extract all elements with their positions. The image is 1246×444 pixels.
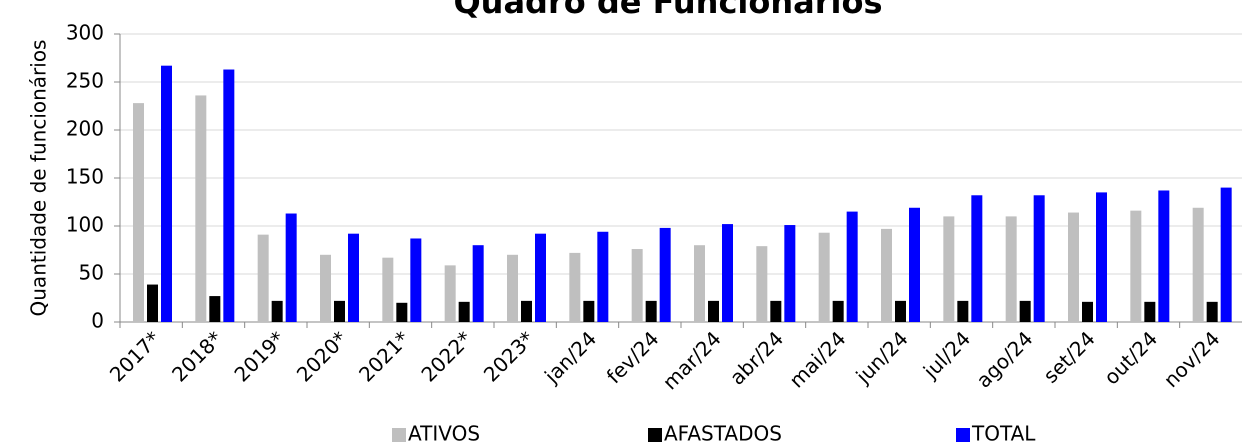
y-tick-label: 250 (66, 69, 104, 93)
bar (348, 233, 359, 322)
legend-swatch (392, 428, 406, 442)
bar (708, 300, 719, 322)
x-tick-label: 2017* (105, 326, 165, 386)
bar (1220, 187, 1232, 322)
bar (223, 69, 235, 323)
x-tick-label: 2021* (354, 326, 414, 386)
bar (971, 195, 983, 322)
bar (957, 300, 969, 322)
bar (756, 246, 768, 322)
bar (1019, 300, 1031, 322)
bar (583, 300, 595, 322)
bar (909, 207, 920, 322)
bar (147, 284, 158, 322)
bar (1192, 207, 1204, 322)
chart-title: Quadro de Funcionários (453, 0, 882, 21)
bar (161, 65, 172, 323)
bar (1033, 195, 1045, 322)
bar (133, 103, 144, 323)
bar (507, 254, 518, 322)
x-tick-label: jul/24 (918, 326, 975, 383)
y-tick-label: 50 (79, 261, 104, 285)
bar (846, 211, 858, 322)
bar (472, 245, 484, 322)
bar (722, 224, 733, 322)
bar (257, 234, 269, 322)
bar (521, 300, 532, 322)
y-axis-label: Quantidade de funcionários (27, 40, 51, 317)
legend-label: TOTAL (971, 422, 1036, 444)
x-tick-label: mai/24 (784, 326, 850, 392)
bar (818, 232, 830, 322)
x-tick-label: fev/24 (602, 326, 664, 388)
bar (444, 265, 456, 322)
legend-swatch (648, 428, 662, 442)
bar (1005, 216, 1017, 322)
x-tick-label: set/24 (1038, 326, 1099, 387)
bar (694, 245, 705, 322)
bar (320, 254, 331, 322)
bar (943, 216, 955, 322)
bar (271, 300, 283, 322)
x-tick-label: abr/24 (725, 326, 788, 389)
bar (881, 228, 892, 322)
bar (770, 300, 782, 322)
legend-swatch (956, 428, 970, 442)
bar (1144, 301, 1156, 322)
bar (1082, 301, 1093, 322)
bar (597, 231, 609, 322)
bar (784, 225, 796, 322)
bar (659, 227, 671, 322)
x-tick-label: 2019* (229, 326, 289, 386)
y-tick-label: 100 (66, 213, 104, 237)
bar (410, 238, 422, 322)
bar (895, 300, 906, 322)
legend-label: AFASTADOS (664, 422, 782, 444)
x-tick-label: nov/24 (1159, 326, 1225, 392)
bar (195, 95, 207, 322)
bar (209, 296, 221, 322)
bar (334, 300, 345, 322)
y-tick-label: 150 (66, 165, 104, 189)
x-tick-label: ago/24 (971, 326, 1037, 392)
bar (396, 302, 408, 322)
x-tick-label: jan/24 (539, 326, 601, 388)
bar (1096, 192, 1107, 322)
x-tick-label: 2018* (167, 326, 227, 386)
bar (458, 301, 470, 322)
x-tick-label: out/24 (1099, 326, 1162, 389)
x-tick-label: 2020* (292, 326, 352, 386)
x-tick-label: 2022* (416, 326, 476, 386)
x-tick-label: 2023* (479, 326, 539, 386)
bar (1158, 190, 1170, 322)
bar (1068, 212, 1079, 322)
bar (1206, 301, 1218, 322)
bar (1130, 210, 1142, 322)
bar (535, 233, 546, 322)
bar (832, 300, 844, 322)
y-tick-label: 200 (66, 117, 104, 141)
x-tick-label: jun/24 (851, 326, 913, 388)
bar (569, 252, 581, 322)
y-tick-label: 0 (91, 309, 104, 333)
bar (382, 257, 394, 322)
bar (631, 249, 643, 322)
y-tick-label: 300 (66, 21, 104, 45)
bar (645, 300, 657, 322)
legend-label: ATIVOS (408, 422, 480, 444)
x-tick-label: mar/24 (658, 326, 726, 394)
bar (285, 213, 297, 322)
